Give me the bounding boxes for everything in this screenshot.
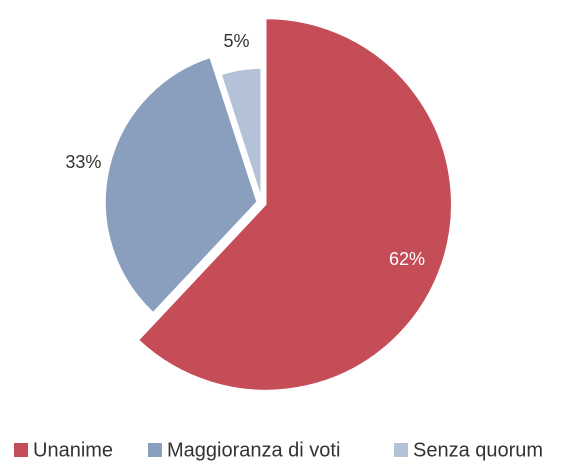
legend-label: Senza quorum (413, 439, 543, 461)
legend-swatch (148, 443, 162, 457)
slice-label: 62% (389, 249, 425, 269)
legend-swatch (14, 443, 28, 457)
slice-label: 33% (65, 152, 101, 172)
legend-label: Maggioranza di voti (167, 439, 340, 461)
pie-slice (137, 17, 453, 392)
legend-label: Unanime (33, 439, 113, 461)
legend-swatch (394, 443, 408, 457)
pie-slice (104, 56, 258, 314)
slice-label: 5% (223, 31, 249, 51)
pie-slice (220, 67, 262, 199)
